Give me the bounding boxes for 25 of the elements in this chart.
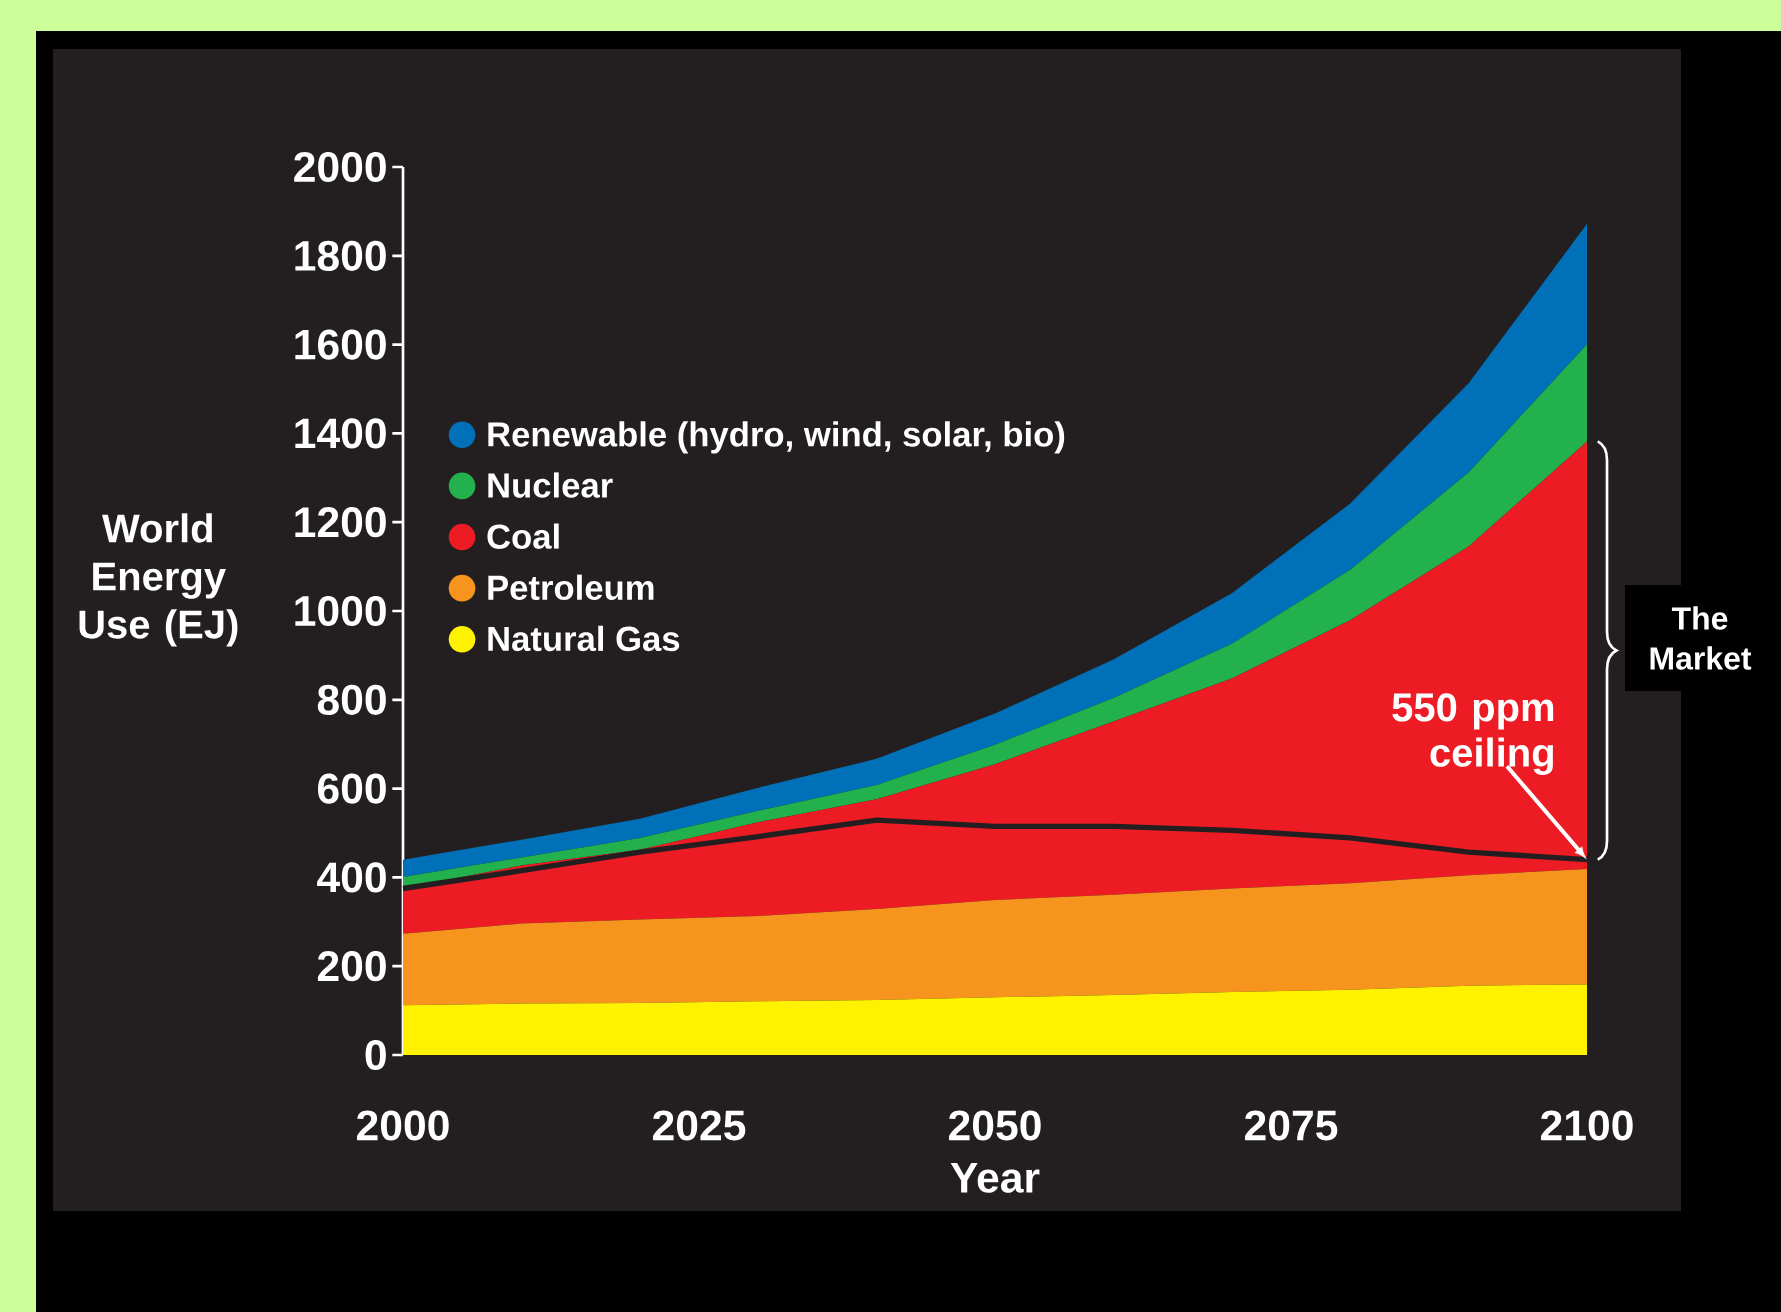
y-tick-label: 400 — [317, 862, 386, 893]
legend-label: Renewable (hydro, wind, solar, bio) — [488, 421, 1065, 454]
series-label: 550 ppm ceiling — [1392, 693, 1554, 775]
y-tick-label: 1000 — [295, 595, 386, 627]
x-axis-title: Year — [950, 1163, 1040, 1193]
y-tick-label: 0 — [365, 1039, 386, 1071]
x-tick-label: 2100 — [1541, 1110, 1633, 1141]
y-tick-label: 1600 — [295, 329, 386, 360]
y-tick-label: 1800 — [295, 240, 386, 271]
y-tick-label: 1400 — [295, 418, 386, 449]
x-tick-label: 2025 — [653, 1110, 746, 1141]
legend-label: Nuclear — [488, 472, 613, 498]
y-tick-label: 800 — [317, 684, 386, 715]
y-tick-label: 1200 — [295, 507, 386, 538]
y-tick-label: 600 — [318, 773, 386, 804]
x-tick-label: 2050 — [949, 1110, 1041, 1141]
legend-label: Petroleum — [488, 574, 654, 601]
x-tick-label: 2075 — [1245, 1110, 1338, 1141]
text: The Market — [1650, 606, 1752, 670]
y-axis-title: World Energy Use (EJ) — [79, 513, 238, 647]
y-tick-label: 200 — [317, 951, 386, 982]
y-tick-label: 2000 — [294, 151, 386, 183]
legend-label: Coal — [487, 523, 559, 549]
x-tick-label: 2000 — [357, 1110, 449, 1141]
legend-label: Natural Gas — [488, 625, 680, 652]
